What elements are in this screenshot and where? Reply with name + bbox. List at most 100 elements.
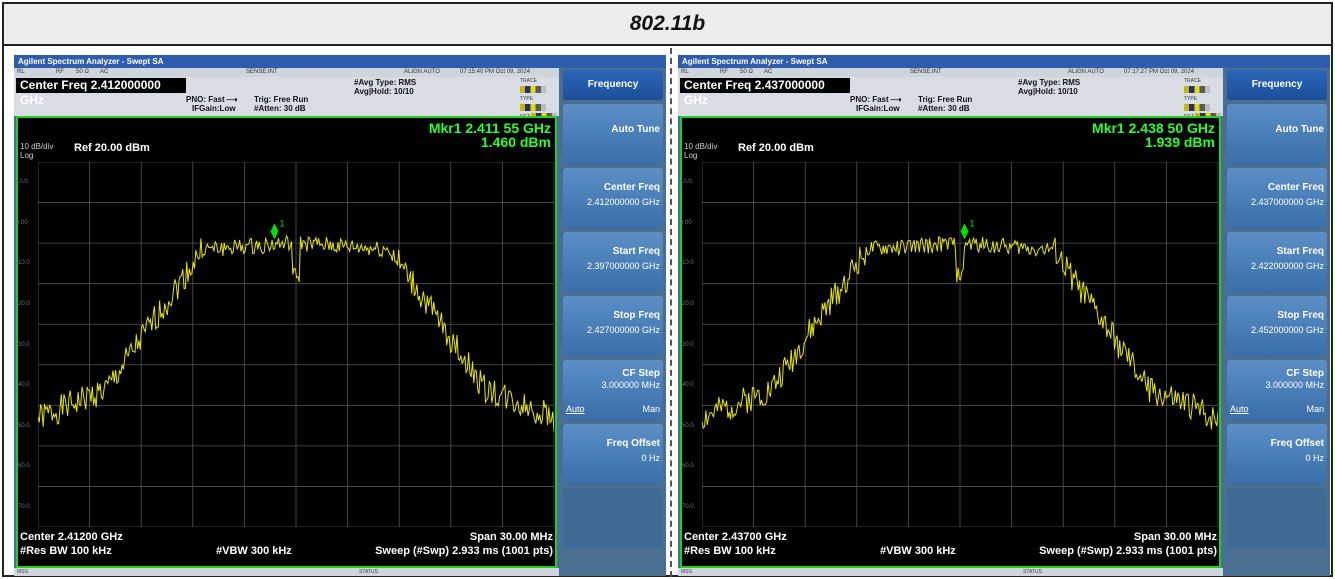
cf-step-auto: Auto bbox=[566, 404, 585, 414]
y-tick-label: -40.0 bbox=[680, 382, 694, 389]
start-freq-button-label: Start Freq bbox=[612, 246, 660, 257]
y-tick-label: -20.0 bbox=[16, 300, 30, 307]
y-tick-label: -40.0 bbox=[16, 382, 30, 389]
cf-step-button-value: 3.000000 MHz bbox=[1265, 380, 1324, 390]
impedance-label: 50 Ω bbox=[76, 69, 89, 75]
cf-step-button[interactable]: CF Step 3.000000 MHz Auto Man bbox=[563, 360, 663, 420]
message-bar: MSG STATUS bbox=[14, 568, 559, 576]
pno-label: PNO: Fast bbox=[186, 95, 225, 104]
cf-step-button[interactable]: CF Step 3.000000 MHz Auto Man bbox=[1227, 360, 1327, 420]
type-label: TYPE bbox=[520, 96, 534, 102]
trace-indicator: TRACE TYPE DET bbox=[1184, 77, 1222, 121]
freq-offset-button-value: 0 Hz bbox=[1305, 453, 1324, 463]
rl-label: RL bbox=[17, 69, 25, 75]
y-tick-label: 0.00 bbox=[16, 219, 28, 226]
vbw: #VBW 300 kHz bbox=[880, 545, 956, 557]
span: Span 30.00 MHz bbox=[469, 531, 553, 543]
measurement-header: Center Freq 2.437000000 GHz PNO: Fast IF… bbox=[678, 77, 1223, 121]
auto-tune-button[interactable]: Auto Tune bbox=[1227, 104, 1327, 164]
softkey-panel: Frequency Auto Tune Center Freq 2.412000… bbox=[559, 68, 666, 576]
coupling-label: AC bbox=[100, 69, 109, 75]
stop-freq-button[interactable]: Stop Freq 2.452000000 GHz bbox=[1227, 296, 1327, 356]
attenuation-label: #Atten: 30 dB bbox=[254, 104, 306, 113]
avg-type-label: #Avg Type: RMS bbox=[354, 78, 417, 87]
stop-freq-button-value: 2.452000000 GHz bbox=[1250, 325, 1324, 335]
res-bw: #Res BW 100 kHz bbox=[20, 545, 112, 557]
start-freq-button[interactable]: Start Freq 2.422000000 GHz bbox=[1227, 232, 1327, 292]
pno-label: PNO: Fast bbox=[850, 95, 889, 104]
marker-amplitude: 1.939 dBm bbox=[1144, 134, 1215, 150]
sweep: Sweep (#Swp) 2.933 ms (1001 pts) bbox=[375, 545, 553, 557]
arrow-icon: ⟶ bbox=[226, 95, 238, 104]
center-freq-readout[interactable]: Center Freq 2.412000000 GHz bbox=[16, 78, 186, 107]
cf-step-auto: Auto bbox=[1230, 404, 1249, 414]
trigger-label: Trig: Free Run bbox=[918, 95, 973, 104]
auto-tune-button[interactable]: Auto Tune bbox=[563, 104, 663, 164]
trace-label: TRACE bbox=[520, 78, 537, 84]
y-tick-label: -30.0 bbox=[680, 341, 694, 348]
sweep: Sweep (#Swp) 2.933 ms (1001 pts) bbox=[1039, 545, 1217, 557]
analyzer-screen-left: Agilent Spectrum Analyzer - Swept SA RL … bbox=[14, 55, 666, 576]
center-footer: Center 2.43700 GHz bbox=[684, 531, 787, 543]
y-tick-label: -10.0 bbox=[680, 260, 694, 267]
timestamp: 07:17:27 PM Oct 09, 2024 bbox=[1124, 69, 1195, 75]
y-tick-label: 10.0 bbox=[16, 179, 28, 186]
start-freq-button-label: Start Freq bbox=[1276, 246, 1324, 257]
column-divider bbox=[670, 48, 672, 577]
start-freq-button[interactable]: Start Freq 2.397000000 GHz bbox=[563, 232, 663, 292]
stop-freq-button-label: Stop Freq bbox=[613, 310, 660, 321]
spectrum-plot[interactable]: Mkr1 2.438 50 GHz 1.939 dBm 10 dB/div Lo… bbox=[680, 116, 1221, 568]
impedance-label: 50 Ω bbox=[740, 69, 753, 75]
empty-softkey[interactable] bbox=[563, 488, 663, 548]
message-bar: MSG STATUS bbox=[678, 568, 1223, 576]
empty-softkey[interactable] bbox=[1227, 488, 1327, 548]
stop-freq-button-label: Stop Freq bbox=[1277, 310, 1324, 321]
center-freq-readout[interactable]: Center Freq 2.437000000 GHz bbox=[680, 78, 850, 107]
type-bar bbox=[1184, 104, 1210, 112]
window-title: Agilent Spectrum Analyzer - Swept SA bbox=[678, 55, 1330, 68]
marker-amplitude: 1.460 dBm bbox=[480, 134, 551, 150]
rf-label: RF bbox=[720, 69, 728, 75]
freq-offset-button[interactable]: Freq Offset 0 Hz bbox=[563, 424, 663, 484]
y-tick-label: -50.0 bbox=[16, 422, 30, 429]
spectrum-plot[interactable]: Mkr1 2.411 55 GHz 1.460 dBm 10 dB/div Lo… bbox=[16, 116, 557, 568]
stop-freq-button[interactable]: Stop Freq 2.427000000 GHz bbox=[563, 296, 663, 356]
trace-bar bbox=[1184, 86, 1210, 94]
softkey-panel: Frequency Auto Tune Center Freq 2.437000… bbox=[1223, 68, 1330, 576]
type-bar bbox=[520, 104, 546, 112]
y-tick-label: -70.0 bbox=[680, 503, 694, 510]
trace-indicator: TRACE TYPE DET bbox=[520, 77, 558, 121]
y-tick-label: -60.0 bbox=[16, 463, 30, 470]
frequency-menu-header[interactable]: Frequency bbox=[1227, 70, 1327, 100]
ifgain-label: IFGain:Low bbox=[856, 104, 900, 113]
center-freq-button[interactable]: Center Freq 2.437000000 GHz bbox=[1227, 168, 1327, 228]
marker-frequency: Mkr1 2.438 50 GHz bbox=[1092, 120, 1215, 136]
status-label: STATUS bbox=[359, 569, 378, 575]
marker-frequency: Mkr1 2.411 55 GHz bbox=[428, 120, 551, 136]
marker-diamond-icon[interactable] bbox=[270, 223, 279, 240]
ref-level: Ref 20.00 dBm bbox=[74, 142, 150, 154]
center-freq-button-value: 2.437000000 GHz bbox=[1250, 197, 1324, 207]
arrow-icon: ⟶ bbox=[890, 95, 902, 104]
freq-offset-button[interactable]: Freq Offset 0 Hz bbox=[1227, 424, 1327, 484]
y-tick-label: -70.0 bbox=[16, 503, 30, 510]
cf-step-man: Man bbox=[1306, 404, 1324, 414]
vbw: #VBW 300 kHz bbox=[216, 545, 292, 557]
frequency-menu-header[interactable]: Frequency bbox=[563, 70, 663, 100]
y-tick-label: -60.0 bbox=[680, 463, 694, 470]
trace-label: TRACE bbox=[1184, 78, 1201, 84]
avg-hold-label: Avg|Hold: 10/10 bbox=[1018, 87, 1078, 96]
cf-step-button-label: CF Step bbox=[622, 368, 660, 379]
trace-line bbox=[38, 234, 554, 432]
measurement-header: Center Freq 2.412000000 GHz PNO: Fast IF… bbox=[14, 77, 559, 121]
y-tick-label: 10.0 bbox=[680, 179, 692, 186]
cf-step-button-label: CF Step bbox=[1286, 368, 1324, 379]
center-freq-button[interactable]: Center Freq 2.412000000 GHz bbox=[563, 168, 663, 228]
marker-label: 1 bbox=[280, 218, 285, 228]
freq-offset-button-value: 0 Hz bbox=[641, 453, 660, 463]
y-tick-label: 0.00 bbox=[680, 219, 692, 226]
trace-bar bbox=[520, 86, 546, 94]
instrument-status-row: RL RF 50 Ω AC SENSE:INT ALIGN AUTO 07:17… bbox=[678, 68, 1223, 77]
marker-diamond-icon[interactable] bbox=[960, 223, 969, 240]
